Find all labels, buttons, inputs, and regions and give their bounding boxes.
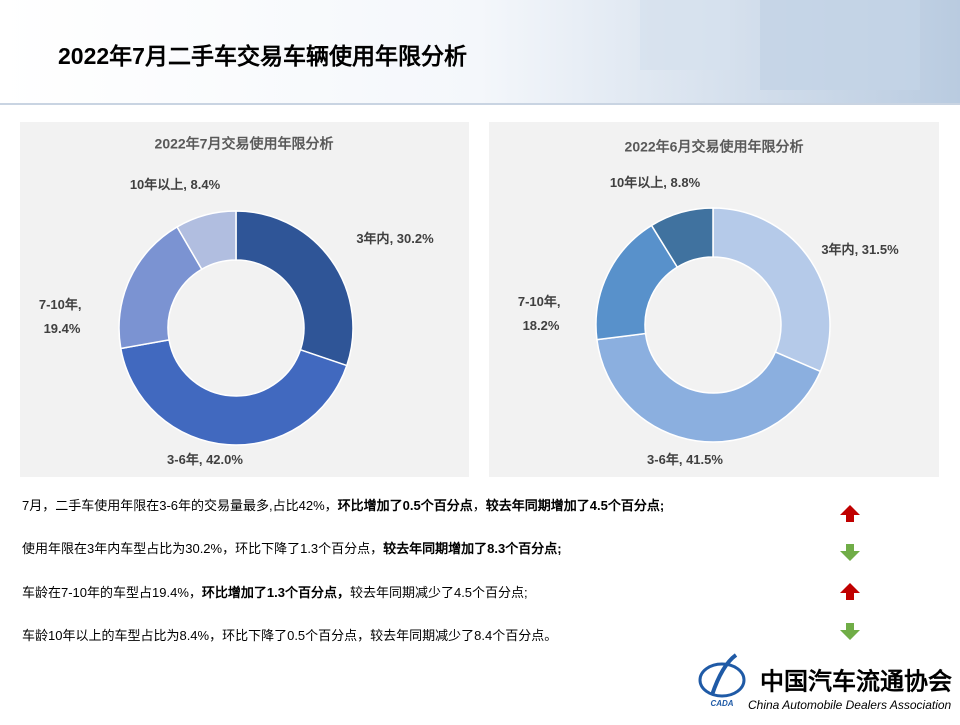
notes: 7月，二手车使用年限在3-6年的交易量最多,占比42%，环比增加了0.5个百分点… [22,498,664,643]
up-arrow [840,583,860,600]
charts: 2022年7月交易使用年限分析 3年内, 30.2% 3-6年, 42.0% 7-10… [39,136,899,468]
label-separator: , [183,177,190,192]
chart-title: 2022年7月交易使用年限分析 [155,136,334,152]
note-line: 车龄在7-10年的车型占19.4%，环比增加了1.3个百分点，较去年同期减少了4… [22,585,528,600]
data-label: 7-10年, 18.2% [518,294,564,333]
value-label: 42.0% [206,452,243,467]
note-segment: 较去年同期增加了4.5个百分点; [486,498,664,513]
label-separator: , [855,242,862,257]
label-separator: , [663,175,670,190]
data-label: 10年以上, 8.4% [130,177,221,192]
value-label: 30.2% [397,231,434,246]
page-title: 2022年7月二手车交易车辆使用年限分析 [58,43,467,69]
up-arrow [840,505,860,522]
logo-mark: CADA [710,699,733,708]
donut-slice [235,210,354,367]
note-line: 车龄10年以上的车型占比为8.4%，环比下降了0.5个百分点，较去年同期减少了8… [22,628,557,643]
category-label: 3-6年 [167,452,199,467]
value-label: 41.5% [686,452,723,467]
category-label: 3-6年 [647,452,679,467]
label-separator: , [557,294,564,309]
note-segment: 较去年同期增加了8.3个百分点; [383,541,561,556]
data-label: 3年内, 30.2% [356,231,434,246]
data-label: 3年内, 31.5% [821,242,899,257]
chart-title: 2022年6月交易使用年限分析 [625,139,804,155]
value-label: 18.2% [523,318,560,333]
data-label: 7-10年, 19.4% [39,297,85,336]
header-cube [760,0,920,90]
down-arrow [840,544,860,561]
header-cube [640,0,730,70]
label-separator: , [390,231,397,246]
category-label: 7-10年 [518,294,557,309]
down-arrow [840,623,860,640]
header-rule [0,103,960,105]
data-label: 3-6年, 41.5% [647,452,723,467]
note-line: 使用年限在3年内车型占比为30.2%，环比下降了1.3个百分点，较去年同期增加了… [22,541,562,556]
category-label: 10年以上 [130,177,183,192]
category-label: 7-10年 [39,297,78,312]
note-segment: 车龄10年以上的车型占比为8.4%，环比下降了0.5个百分点，较去年同期减少了8… [22,628,557,643]
logo-name: 中国汽车流通协会 [760,667,952,695]
value-label: 19.4% [44,321,81,336]
note-segment: ， [473,498,486,513]
note-segment: 车龄在7-10年的车型占19.4%， [22,585,202,600]
note-line: 7月，二手车使用年限在3-6年的交易量最多,占比42%，环比增加了0.5个百分点… [22,498,664,513]
donut-slice [596,332,822,443]
category-label: 10年以上 [610,175,663,190]
category-label: 3年内 [821,242,854,257]
value-label: 31.5% [862,242,899,257]
logo-english: China Automobile Dealers Association [748,698,952,712]
logo-swoosh [710,653,738,696]
category-label: 3年内 [356,231,389,246]
donut-slice [176,210,237,271]
logo: CADA 中国汽车流通协会 China Automobile Dealers A… [698,653,952,712]
note-segment: 环比增加了0.5个百分点 [338,498,473,513]
value-label: 8.4% [191,177,221,192]
note-segment: 环比增加了1.3个百分点， [202,585,350,600]
note-segment: 7月，二手车使用年限在3-6年的交易量最多,占比42%， [22,498,338,513]
donut-slice [712,207,831,373]
note-segment: 较去年同期减少了4.5个百分点; [350,585,528,600]
donut-slice [119,339,348,446]
donut-slice [650,207,714,269]
label-separator: , [78,297,85,312]
logo-ring [698,662,746,698]
note-segment: 使用年限在3年内车型占比为30.2%，环比下降了1.3个百分点， [22,541,383,556]
data-label: 3-6年, 42.0% [167,452,243,467]
label-separator: , [199,452,206,467]
data-label: 10年以上, 8.8% [610,175,701,190]
label-separator: , [679,452,686,467]
value-label: 8.8% [671,175,701,190]
